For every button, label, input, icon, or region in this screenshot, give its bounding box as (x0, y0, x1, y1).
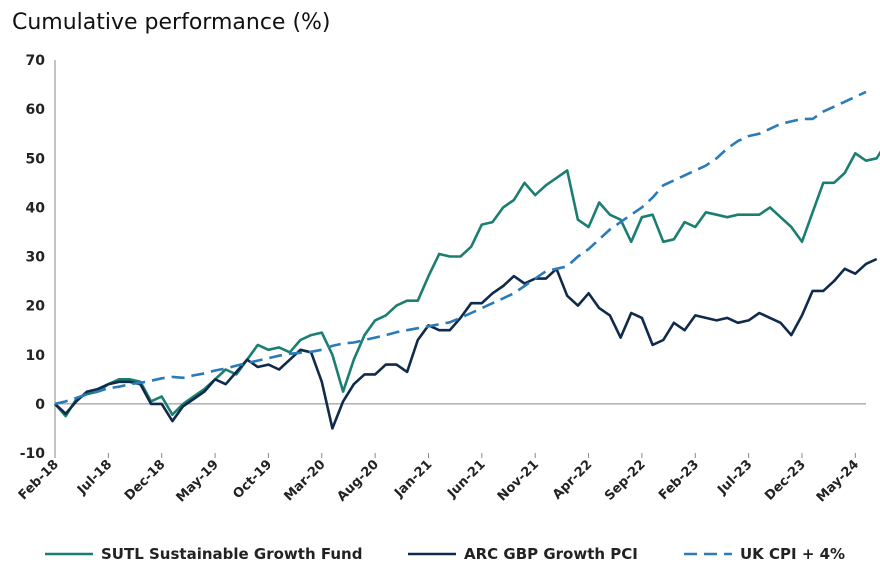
x-tick-label: Dec-23 (762, 457, 809, 504)
series-line-2 (54, 257, 878, 430)
y-tick-label: -10 (20, 446, 46, 462)
y-tick-label: 0 (35, 397, 45, 413)
x-tick-label: May-19 (174, 457, 222, 505)
x-tick-label: Feb-18 (16, 457, 62, 503)
chart-title: Cumulative performance (%) (12, 10, 331, 35)
y-tick-label: 50 (26, 151, 46, 167)
legend-label-3: UK CPI + 4% (740, 545, 845, 563)
y-tick-label: 20 (26, 299, 46, 315)
x-tick-label: Aug-20 (335, 457, 382, 504)
x-tick-label: Jun-21 (444, 457, 488, 501)
x-tick-label: Apr-22 (550, 457, 595, 502)
x-tick-label: Oct-19 (230, 457, 275, 502)
legend-label-2: ARC GBP Growth PCI (464, 545, 638, 563)
y-tick-label: 10 (26, 348, 46, 364)
legend-label-1: SUTL Sustainable Growth Fund (101, 545, 362, 563)
x-tick-label: Jan-21 (391, 457, 435, 501)
y-tick-label: 70 (26, 53, 46, 69)
x-tick-label: Sep-22 (602, 457, 649, 504)
x-tick-label: Nov-21 (495, 457, 542, 504)
y-tick-label: 30 (26, 250, 46, 266)
x-tick-label: Mar-20 (282, 457, 329, 504)
x-tick-label: Feb-23 (656, 457, 702, 503)
series-line-3 (54, 90, 867, 406)
x-tick-label: Dec-18 (122, 457, 169, 504)
x-tick-label: Jul-18 (74, 457, 115, 498)
x-tick-label: Jul-23 (714, 457, 755, 498)
series-line-1 (54, 150, 880, 418)
x-tick-label: May-24 (814, 457, 862, 505)
y-tick-label: 60 (26, 102, 46, 118)
y-tick-label: 40 (26, 200, 46, 216)
